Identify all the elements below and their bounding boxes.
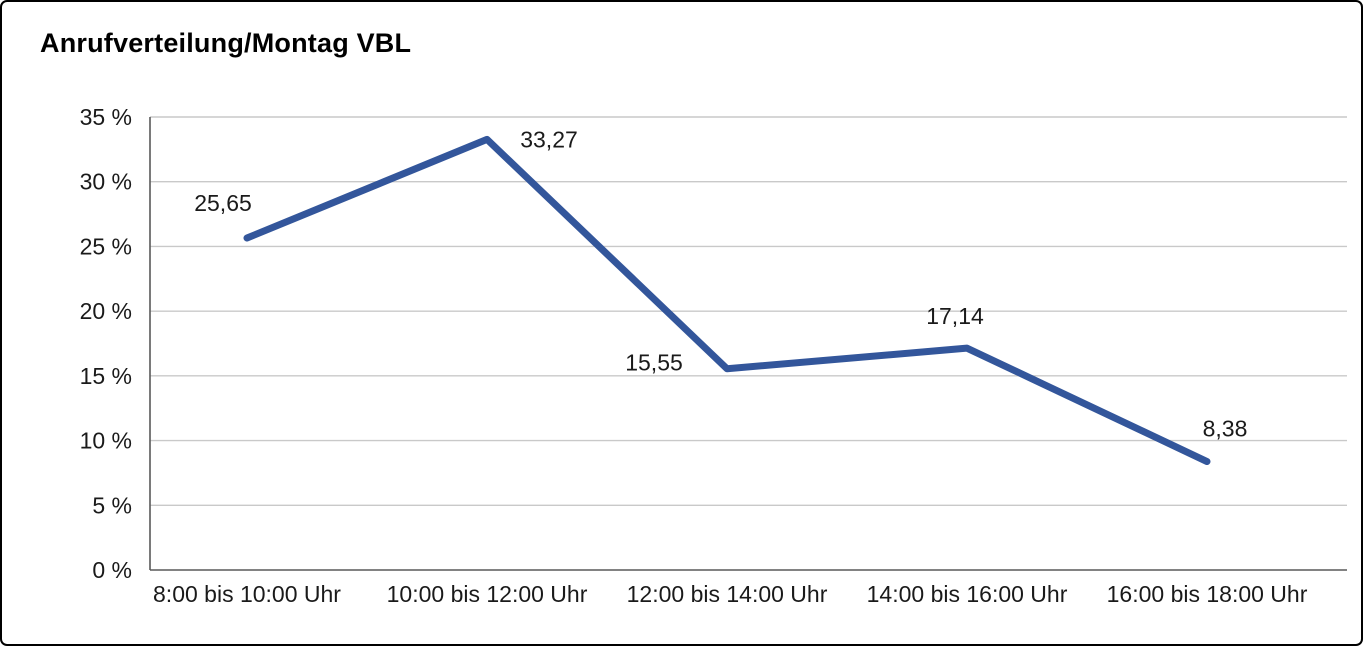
data-point-label: 17,14 (926, 303, 984, 329)
chart-title: Anrufverteilung/Montag VBL (40, 28, 412, 58)
x-tick-label: 14:00 bis 16:00 Uhr (867, 581, 1068, 607)
data-line-series (243, 135, 1211, 466)
data-point-label: 33,27 (520, 126, 578, 152)
x-tick-label: 16:00 bis 18:00 Uhr (1107, 581, 1308, 607)
data-point-label: 25,65 (194, 190, 252, 216)
y-tick-label: 15 % (80, 363, 132, 389)
y-tick-label: 5 % (92, 492, 132, 518)
y-tick-label: 30 % (80, 169, 132, 195)
y-tick-label: 0 % (92, 557, 132, 583)
y-tick-label: 10 % (80, 428, 132, 454)
data-point-label: 8,38 (1203, 416, 1248, 442)
x-tick-label: 8:00 bis 10:00 Uhr (153, 581, 341, 607)
data-point-label: 15,55 (625, 350, 683, 376)
x-tick-label: 12:00 bis 14:00 Uhr (627, 581, 828, 607)
x-tick-label: 10:00 bis 12:00 Uhr (387, 581, 588, 607)
y-tick-label: 20 % (80, 298, 132, 324)
y-tick-label: 25 % (80, 233, 132, 259)
y-tick-label: 35 % (80, 104, 132, 130)
